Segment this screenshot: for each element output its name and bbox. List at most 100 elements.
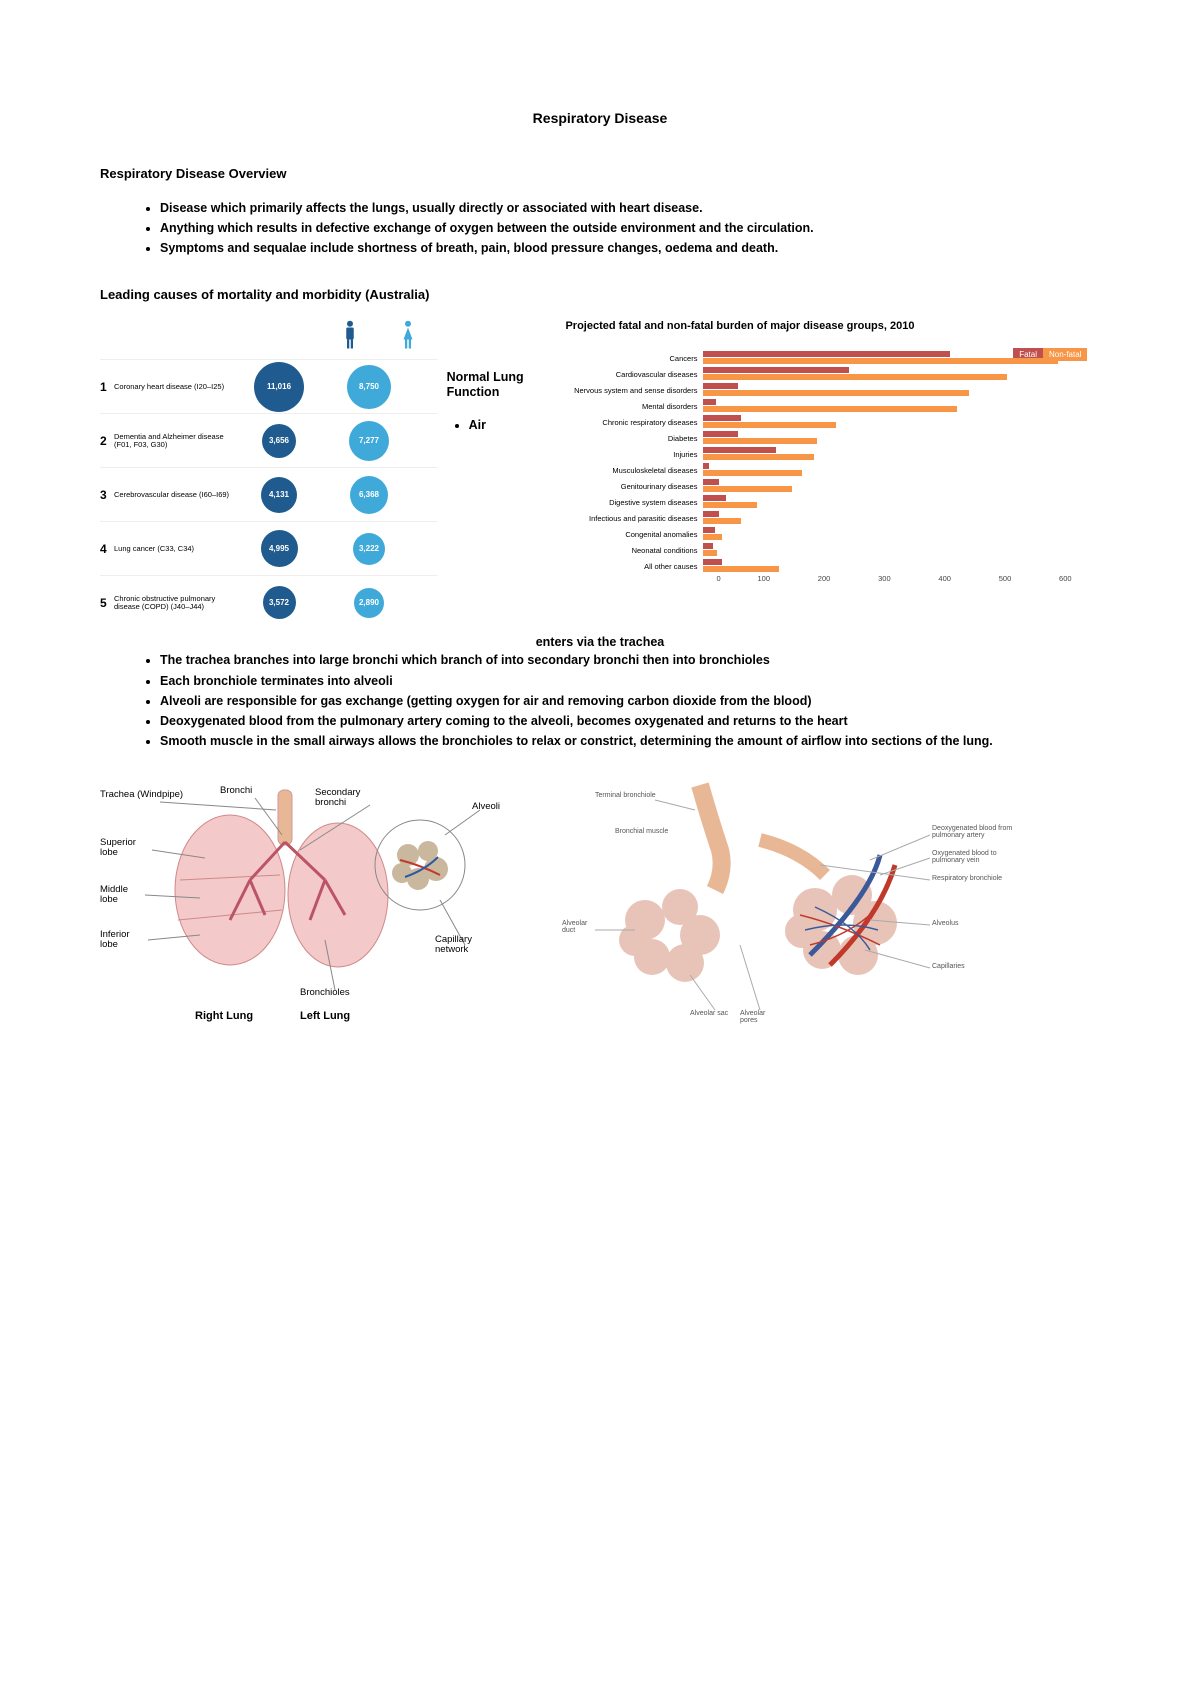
lung-function-col: Normal Lung Function Air [447, 320, 556, 432]
burden-row: Injuries [565, 446, 1095, 462]
burden-category-label: Infectious and parasitic diseases [565, 514, 703, 523]
lung-function-list: The trachea branches into large bronchi … [160, 651, 1100, 750]
burden-bar-fatal [703, 367, 849, 373]
a-lbl-alveolus: Alveolus [932, 920, 958, 927]
mortality-table: 1Coronary heart disease (I20–I25)11,0168… [100, 320, 437, 629]
burden-category-label: Neonatal conditions [565, 546, 703, 555]
mortality-rank: 3 [100, 488, 114, 502]
burden-category-label: Nervous system and sense disorders [565, 386, 703, 395]
lung-function-air: Air [469, 418, 556, 432]
burden-bar-fatal [703, 511, 719, 517]
burden-row: Cardiovascular diseases [565, 366, 1095, 382]
burden-bar-nonfatal [703, 374, 1007, 380]
burden-bar-nonfatal [703, 566, 779, 572]
burden-bar-fatal [703, 495, 725, 501]
a-lbl-duct: Alveolar duct [562, 920, 597, 935]
burden-bar-fatal [703, 431, 738, 437]
burden-bar-nonfatal [703, 518, 741, 524]
mortality-heading: Leading causes of mortality and morbidit… [100, 287, 1100, 302]
burden-row: Neonatal conditions [565, 542, 1095, 558]
page-title: Respiratory Disease [100, 110, 1100, 126]
burden-row: All other causes [565, 558, 1095, 574]
mortality-male-bubble: 4,995 [261, 530, 298, 567]
burden-x-axis: 0100200300400500600 [703, 574, 1095, 583]
lung-function-heading: Normal Lung Function [447, 370, 556, 400]
lbl-superior: Superior lobe [100, 838, 152, 858]
burden-category-label: Digestive system diseases [565, 498, 703, 507]
lung-bullet: Each bronchiole terminates into alveoli [160, 672, 1100, 690]
burden-bar-nonfatal [703, 502, 757, 508]
lung-bullet: Alveoli are responsible for gas exchange… [160, 692, 1100, 710]
mortality-label: Coronary heart disease (I20–I25) [114, 383, 234, 391]
a-lbl-deoxy: Deoxygenated blood from pulmonary artery [932, 825, 1014, 840]
female-icon [399, 320, 417, 353]
lbl-middle: Middle lobe [100, 885, 145, 905]
lung-diagram: Trachea (Windpipe) Bronchi Secondary bro… [100, 780, 520, 1040]
lung-bullet: The trachea branches into large bronchi … [160, 651, 1100, 669]
lbl-bronchioles: Bronchioles [300, 988, 350, 998]
a-lbl-capillaries: Capillaries [932, 963, 965, 970]
mortality-female-bubble: 7,277 [349, 421, 389, 461]
burden-bar-nonfatal [703, 390, 969, 396]
mortality-female-bubble: 6,368 [350, 476, 388, 514]
burden-row: Chronic respiratory diseases [565, 414, 1095, 430]
burden-bar-fatal [703, 559, 722, 565]
burden-bar-fatal [703, 463, 708, 469]
burden-row: Digestive system diseases [565, 494, 1095, 510]
mortality-rank: 5 [100, 596, 114, 610]
burden-xtick: 600 [1035, 574, 1095, 583]
caption-left-lung: Left Lung [300, 1010, 350, 1022]
burden-bar-fatal [703, 527, 714, 533]
burden-chart-container: Projected fatal and non-fatal burden of … [565, 320, 1100, 600]
burden-row: Congenital anomalies [565, 526, 1095, 542]
lbl-capillary: Capillary network [435, 935, 490, 955]
overview-bullet: Symptoms and sequalae include shortness … [160, 239, 1100, 257]
burden-xtick: 500 [975, 574, 1035, 583]
a-lbl-oxy: Oxygenated blood to pulmonary vein [932, 850, 1014, 865]
mortality-row: 2Dementia and Alzheimer disease (F01, F0… [100, 413, 437, 467]
burden-bar-nonfatal [703, 486, 792, 492]
enters-trachea-line: enters via the trachea [100, 635, 1100, 649]
a-lbl-pore: Alveolar pores [740, 1010, 780, 1025]
burden-row: Nervous system and sense disorders [565, 382, 1095, 398]
lbl-trachea: Trachea (Windpipe) [100, 790, 183, 800]
burden-bar-nonfatal [703, 550, 717, 556]
mortality-label: Lung cancer (C33, C34) [114, 545, 234, 553]
burden-xtick: 400 [915, 574, 975, 583]
burden-xtick: 100 [734, 574, 794, 583]
burden-category-label: Mental disorders [565, 402, 703, 411]
burden-row: Diabetes [565, 430, 1095, 446]
burden-row: Musculoskeletal diseases [565, 462, 1095, 478]
caption-right-lung: Right Lung [195, 1010, 253, 1022]
burden-bar-fatal [703, 479, 719, 485]
a-lbl-sac: Alveolar sac [690, 1010, 730, 1017]
burden-category-label: Injuries [565, 450, 703, 459]
mortality-rank: 4 [100, 542, 114, 556]
mortality-male-bubble: 4,131 [261, 477, 297, 513]
mortality-row: 1Coronary heart disease (I20–I25)11,0168… [100, 359, 437, 413]
burden-category-label: Genitourinary diseases [565, 482, 703, 491]
lbl-inferior: Inferior lobe [100, 930, 148, 950]
overview-heading: Respiratory Disease Overview [100, 166, 1100, 181]
burden-row: Genitourinary diseases [565, 478, 1095, 494]
burden-xtick: 0 [703, 574, 733, 583]
mortality-label: Chronic obstructive pulmonary disease (C… [114, 595, 234, 612]
burden-row: Mental disorders [565, 398, 1095, 414]
overview-list: Disease which primarily affects the lung… [160, 199, 1100, 257]
burden-bar-fatal [703, 351, 950, 357]
a-lbl-terminal: Terminal bronchiole [595, 792, 656, 799]
burden-bar-nonfatal [703, 454, 814, 460]
anatomy-row: Trachea (Windpipe) Bronchi Secondary bro… [100, 780, 1100, 1040]
burden-category-label: All other causes [565, 562, 703, 571]
burden-bar-nonfatal [703, 406, 956, 412]
burden-xtick: 200 [794, 574, 854, 583]
mortality-label: Cerebrovascular disease (I60–I69) [114, 491, 234, 499]
burden-bar-nonfatal [703, 422, 836, 428]
lung-bullet: Deoxygenated blood from the pulmonary ar… [160, 712, 1100, 730]
a-lbl-resp: Respiratory bronchiole [932, 875, 1014, 882]
mortality-female-bubble: 8,750 [347, 365, 391, 409]
burden-category-label: Cardiovascular diseases [565, 370, 703, 379]
mortality-rank: 1 [100, 380, 114, 394]
overview-bullet: Disease which primarily affects the lung… [160, 199, 1100, 217]
mortality-rank: 2 [100, 434, 114, 448]
